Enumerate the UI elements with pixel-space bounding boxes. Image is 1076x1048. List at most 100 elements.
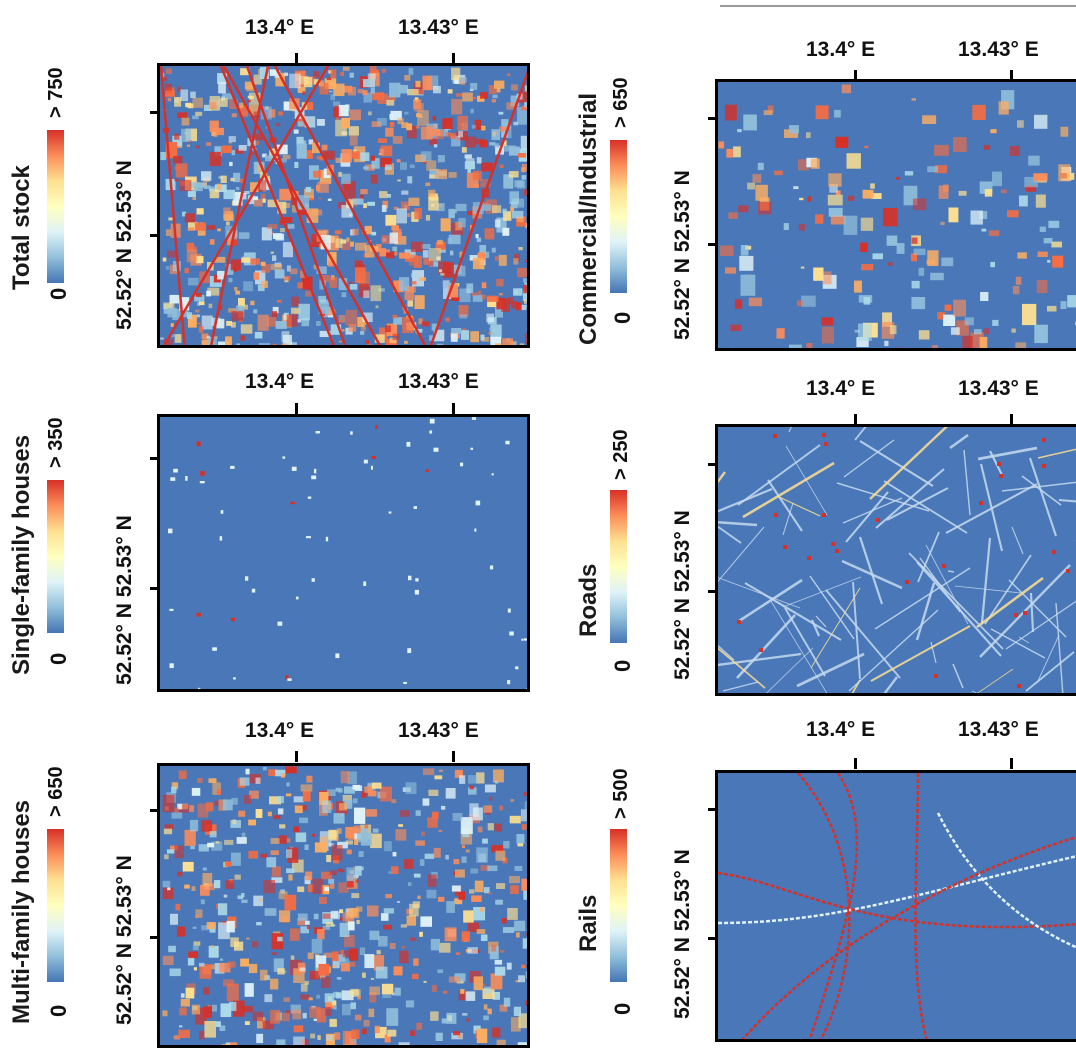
raster-cell bbox=[167, 308, 176, 318]
raster-cell bbox=[1040, 227, 1046, 232]
raster-cell bbox=[185, 830, 196, 846]
raster-cell bbox=[224, 840, 233, 845]
raster-cell bbox=[415, 81, 420, 88]
raster-cell bbox=[477, 157, 482, 163]
raster-cell bbox=[442, 1018, 447, 1023]
raster-cell bbox=[241, 257, 250, 262]
raster-cell bbox=[495, 824, 502, 832]
colorbar-min-label: 0 bbox=[610, 1003, 636, 1015]
raster-cell bbox=[457, 116, 468, 130]
raster-cell bbox=[181, 993, 185, 997]
raster-cell bbox=[483, 1016, 489, 1021]
raster-cell bbox=[389, 512, 392, 514]
raster-cell bbox=[462, 1013, 467, 1016]
raster-cell bbox=[500, 165, 504, 168]
colorbar-max-label: > 750 bbox=[45, 67, 68, 118]
raster-cell bbox=[353, 798, 358, 803]
raster-cell bbox=[358, 89, 364, 93]
raster-cell bbox=[347, 881, 354, 888]
raster-cell bbox=[282, 331, 290, 342]
raster-cell bbox=[476, 501, 481, 506]
raster-cell bbox=[317, 1035, 320, 1040]
raster-cell bbox=[197, 441, 201, 446]
raster-cell bbox=[232, 311, 244, 321]
raster-cell bbox=[306, 187, 312, 192]
raster-cell bbox=[1001, 190, 1007, 194]
raster-cell bbox=[529, 782, 530, 790]
raster-cell bbox=[164, 829, 172, 835]
raster-cell bbox=[282, 456, 285, 458]
raster-cell bbox=[490, 325, 501, 339]
raster-cell bbox=[407, 176, 412, 183]
raster-cell bbox=[327, 78, 332, 81]
raster-cell bbox=[414, 874, 421, 878]
raster-cell bbox=[193, 946, 199, 951]
raster-cell bbox=[288, 224, 295, 229]
raster-cell bbox=[349, 282, 353, 284]
raster-cell bbox=[166, 266, 169, 270]
raster-cell bbox=[163, 881, 171, 888]
raster-cell bbox=[369, 931, 379, 940]
raster-cell bbox=[319, 897, 327, 904]
raster-cell bbox=[397, 208, 408, 223]
raster-cell bbox=[330, 884, 335, 889]
raster-cell bbox=[244, 795, 251, 804]
raster-cell bbox=[210, 121, 219, 132]
lon-label-13-40: 13.4° E bbox=[245, 370, 314, 394]
raster-cell bbox=[755, 185, 768, 201]
raster-cell bbox=[237, 344, 240, 348]
raster-cell bbox=[492, 248, 496, 253]
raster-cell bbox=[188, 191, 196, 198]
raster-cell bbox=[236, 187, 239, 190]
raster-cell bbox=[821, 317, 833, 325]
raster-cell bbox=[393, 334, 400, 340]
raster-cell bbox=[799, 224, 805, 231]
raster-cell bbox=[528, 923, 530, 937]
raster-cell bbox=[777, 328, 785, 338]
raster-cell bbox=[459, 77, 467, 82]
raster-cell bbox=[352, 1043, 357, 1046]
colorbar bbox=[610, 490, 627, 643]
raster-cell bbox=[354, 839, 358, 845]
raster-cell bbox=[382, 69, 386, 73]
raster-cell bbox=[718, 142, 724, 149]
raster-cell bbox=[363, 203, 367, 208]
raster-cell bbox=[325, 993, 335, 1002]
raster-cell bbox=[985, 189, 992, 197]
raster-cell bbox=[308, 953, 314, 960]
raster-cell bbox=[495, 343, 501, 348]
raster-cell bbox=[525, 801, 530, 814]
raster-cell bbox=[860, 243, 867, 252]
raster-cell bbox=[424, 258, 430, 265]
raster-cell bbox=[323, 914, 331, 919]
raster-cell bbox=[406, 1000, 414, 1007]
raster-cell bbox=[354, 825, 361, 832]
raster-cell bbox=[350, 73, 354, 78]
raster-cell bbox=[953, 137, 967, 152]
raster-cell bbox=[305, 845, 309, 851]
raster-cell bbox=[308, 497, 311, 499]
raster-cell bbox=[811, 159, 820, 169]
raster-cell bbox=[301, 784, 313, 791]
raster-cell bbox=[528, 212, 530, 215]
raster-cell bbox=[298, 121, 304, 126]
raster-cell bbox=[831, 216, 846, 225]
raster-cell bbox=[1061, 127, 1069, 137]
raster-cell bbox=[277, 937, 283, 942]
raster-cell bbox=[337, 828, 342, 834]
raster-cell bbox=[471, 448, 474, 450]
raster-cell bbox=[166, 68, 172, 74]
raster-cell bbox=[401, 924, 407, 927]
raster-cell bbox=[1058, 164, 1070, 181]
raster-cell bbox=[237, 837, 247, 844]
raster-cell bbox=[326, 922, 334, 927]
lat-axis-label: 52.52° N 52.53° N bbox=[671, 849, 695, 1019]
map-background bbox=[718, 427, 1076, 696]
raster-cell bbox=[324, 887, 329, 891]
raster-cell bbox=[220, 536, 223, 540]
raster-cell bbox=[319, 198, 322, 200]
raster-cell bbox=[456, 93, 463, 97]
raster-cell bbox=[470, 786, 474, 790]
raster-cell bbox=[453, 813, 463, 821]
raster-cell bbox=[350, 431, 353, 434]
